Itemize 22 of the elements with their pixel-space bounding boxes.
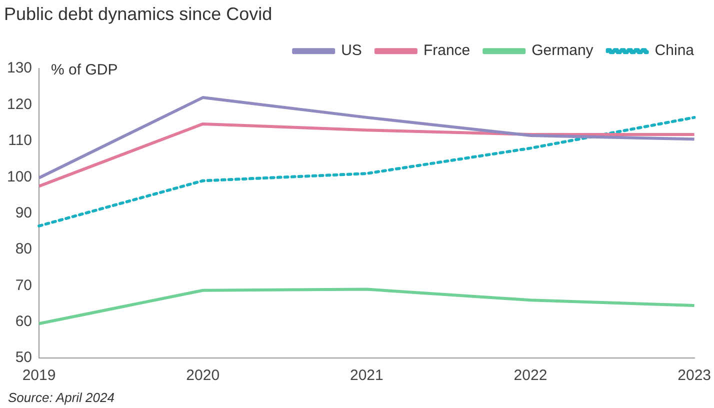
y-tick-label: 80 (15, 240, 32, 258)
y-tick-label: 110 (8, 132, 32, 150)
legend-label: Germany (532, 42, 594, 60)
line-series (38, 116, 696, 228)
x-tick-label: 2022 (514, 367, 548, 384)
x-tick-label: 2023 (678, 367, 712, 384)
y-tick-label: 50 (15, 349, 32, 366)
y-tick-label: 60 (15, 312, 32, 330)
y-tick-label: 100 (6, 168, 32, 186)
x-tick-label: 2019 (22, 367, 56, 384)
y-tick-label: 70 (15, 276, 32, 294)
x-tick-label: 2020 (186, 367, 220, 384)
y-tick-label: 130 (6, 60, 32, 77)
chart-title: Public debt dynamics since Covid (4, 4, 272, 24)
source-note: Source: April 2024 (8, 390, 114, 406)
legend-label: France (423, 42, 470, 60)
legend-label: US (341, 42, 362, 60)
y-tick-label: 120 (6, 96, 32, 113)
y-axis-title: % of GDP (51, 62, 118, 79)
x-tick-label: 2021 (350, 367, 384, 384)
legend-label: China (654, 42, 695, 60)
y-tick-label: 90 (15, 204, 32, 222)
